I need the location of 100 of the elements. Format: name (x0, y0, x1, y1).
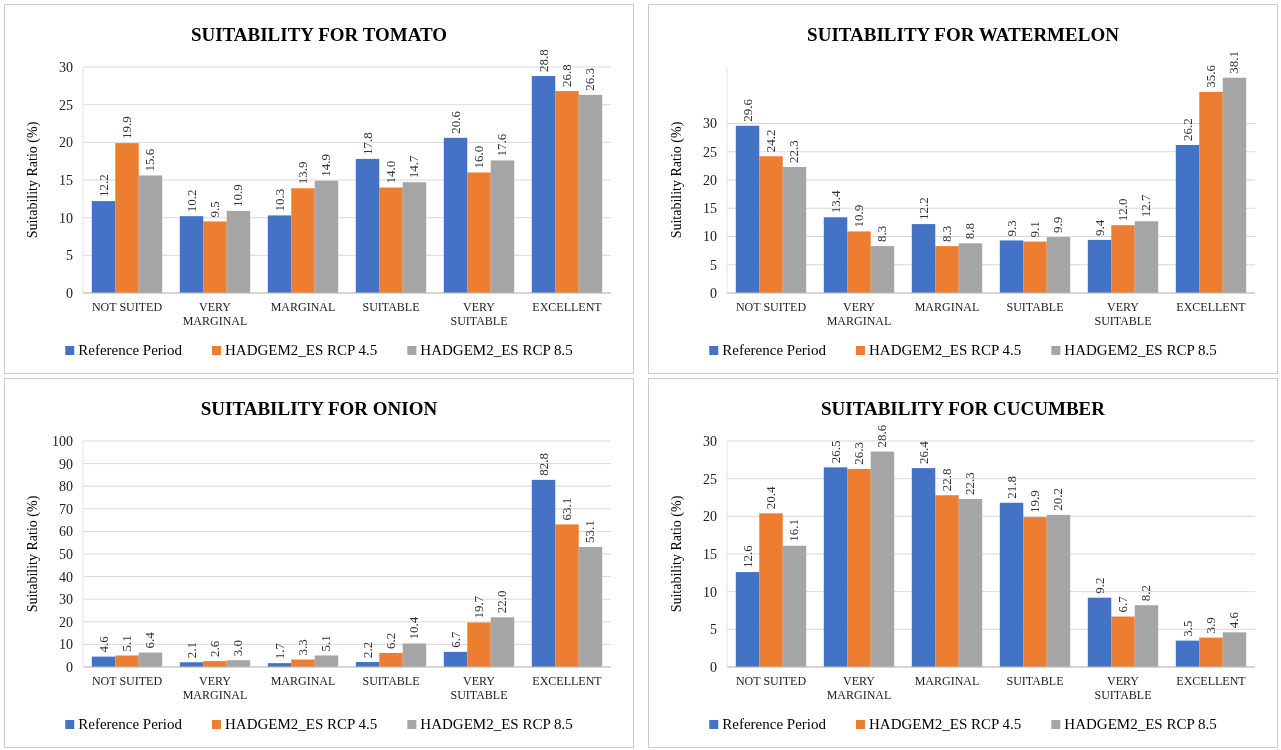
x-tick-label: SUITABLE (1006, 300, 1064, 314)
y-tick-label: 0 (66, 285, 73, 301)
data-label: 4.6 (1226, 611, 1242, 629)
data-label: 28.8 (535, 49, 551, 73)
bar (1134, 221, 1159, 293)
data-label: 29.6 (739, 98, 755, 122)
y-tick-label: 25 (703, 471, 717, 487)
data-label: 26.3 (851, 442, 866, 465)
bar (1222, 632, 1247, 667)
x-tick-label: EXCELLENT (532, 674, 603, 688)
data-label: 14.9 (318, 154, 334, 177)
bar (999, 240, 1024, 293)
bar (782, 545, 807, 667)
data-label: 24.2 (763, 129, 778, 153)
data-label: 26.3 (582, 68, 598, 91)
x-tick-label: MARGINAL (270, 674, 336, 688)
data-label: 9.9 (1050, 216, 1066, 234)
legend-label: HADGEM2_ES RCP 8.5 (420, 342, 573, 358)
y-axis-title: Suitability Ratio (%) (25, 121, 41, 239)
bar (1199, 637, 1223, 667)
bar (735, 572, 760, 667)
x-tick-label: VERY MARGINAL (182, 674, 248, 702)
x-tick-label: VERY MARGINAL (182, 300, 248, 328)
bar (467, 172, 491, 293)
y-tick-label: 70 (59, 501, 73, 517)
data-label: 5.1 (318, 635, 334, 652)
data-label: 9.3 (1003, 220, 1019, 237)
x-tick-label: MARGINAL (914, 674, 980, 688)
data-label: 12.2 (915, 197, 931, 221)
bar (735, 125, 760, 293)
data-label: 10.2 (183, 189, 199, 213)
x-tick-label: EXCELLENT (532, 300, 603, 314)
bar (935, 246, 959, 293)
bar (226, 210, 251, 293)
y-tick-label: 10 (703, 584, 717, 600)
y-axis-title: Suitability Ratio (%) (669, 495, 685, 613)
bar (115, 655, 139, 667)
bar (1046, 514, 1071, 667)
data-label: 10.4 (406, 616, 422, 640)
legend-label: HADGEM2_ES RCP 4.5 (868, 342, 1022, 358)
data-label: 2.6 (207, 640, 222, 658)
data-label: 12.2 (95, 174, 111, 198)
y-tick-label: 15 (59, 172, 73, 188)
y-tick-label: 5 (710, 622, 717, 638)
y-tick-label: 15 (703, 546, 717, 562)
data-label: 13.9 (295, 161, 310, 185)
data-label: 10.9 (230, 184, 246, 207)
bar (203, 221, 227, 293)
bar (847, 468, 871, 667)
data-label: 19.9 (1027, 490, 1042, 514)
bar (1199, 91, 1223, 293)
data-label: 82.8 (535, 453, 551, 476)
data-label: 21.8 (1003, 476, 1019, 499)
data-label: 38.1 (1226, 50, 1242, 74)
y-axis-title: Suitability Ratio (%) (669, 121, 685, 239)
bar (823, 467, 848, 667)
data-label: 20.2 (1050, 488, 1066, 511)
y-tick-label: 30 (59, 592, 73, 608)
data-label: 26.5 (827, 440, 843, 464)
data-label: 3.3 (295, 639, 310, 656)
x-tick-label: SUITABLE (1006, 674, 1064, 688)
bar (531, 76, 556, 293)
data-label: 63.1 (559, 497, 574, 521)
y-tick-label: 5 (710, 257, 717, 273)
data-label: 9.4 (1091, 219, 1107, 236)
y-tick-label: 0 (66, 659, 73, 675)
data-label: 14.0 (383, 160, 398, 184)
bar (870, 246, 895, 293)
data-label: 22.3 (786, 140, 802, 164)
y-tick-label: 30 (59, 59, 73, 75)
data-label: 22.3 (962, 472, 978, 496)
bar (578, 94, 603, 293)
bar (870, 451, 895, 667)
data-label: 8.3 (939, 225, 954, 243)
bar (314, 180, 339, 293)
x-tick-label: SUITABLE (362, 300, 420, 314)
bar (115, 143, 139, 293)
data-label: 26.2 (1179, 118, 1195, 141)
data-label: 5.1 (119, 635, 134, 652)
x-tick-label: EXCELLENT (1176, 674, 1247, 688)
bar (490, 617, 515, 667)
y-tick-label: 10 (703, 229, 717, 245)
chart-title: SUITABILITY FOR CUCUMBER (821, 398, 1106, 419)
y-tick-label: 0 (710, 659, 717, 675)
bar (958, 243, 983, 293)
data-label: 9.2 (1091, 577, 1107, 594)
data-label: 53.1 (582, 520, 598, 543)
data-label: 13.4 (827, 190, 843, 214)
data-label: 6.4 (142, 631, 158, 649)
legend-label: HADGEM2_ES RCP 8.5 (420, 716, 573, 732)
bar (1222, 77, 1247, 293)
data-label: 2.1 (183, 642, 199, 659)
data-label: 10.3 (271, 188, 287, 212)
data-label: 26.4 (915, 440, 931, 465)
y-tick-label: 30 (703, 433, 717, 449)
data-label: 19.7 (471, 595, 486, 619)
bar (1087, 239, 1112, 293)
bar (1023, 241, 1047, 293)
x-tick-label: SUITABLE (362, 674, 420, 688)
bar (958, 499, 983, 667)
